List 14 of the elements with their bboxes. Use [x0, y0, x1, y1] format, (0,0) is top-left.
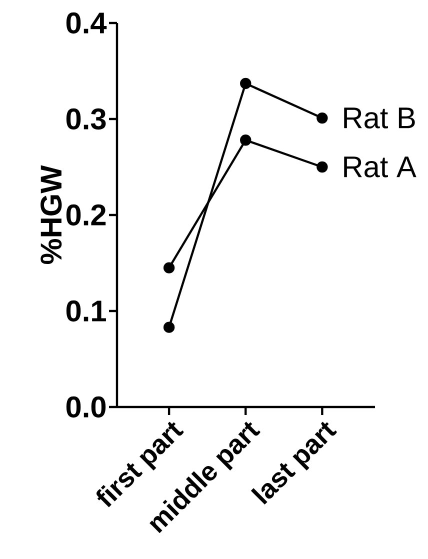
point — [163, 322, 175, 333]
series-label: Rat A — [344, 156, 416, 178]
y-axis-title: %HGW — [40, 165, 62, 264]
point — [163, 262, 175, 274]
y-tick-label: 0.2 — [66, 204, 106, 226]
point — [240, 78, 252, 90]
point — [240, 134, 252, 146]
y-tick-label: 0.3 — [66, 108, 106, 130]
point — [316, 161, 328, 173]
series-label: Rat B — [344, 108, 415, 128]
y-tick-label: 0.1 — [66, 300, 106, 322]
y-tick-label: 0.4 — [66, 12, 107, 34]
y-tick-label: 0.0 — [66, 396, 106, 418]
point — [316, 112, 328, 124]
